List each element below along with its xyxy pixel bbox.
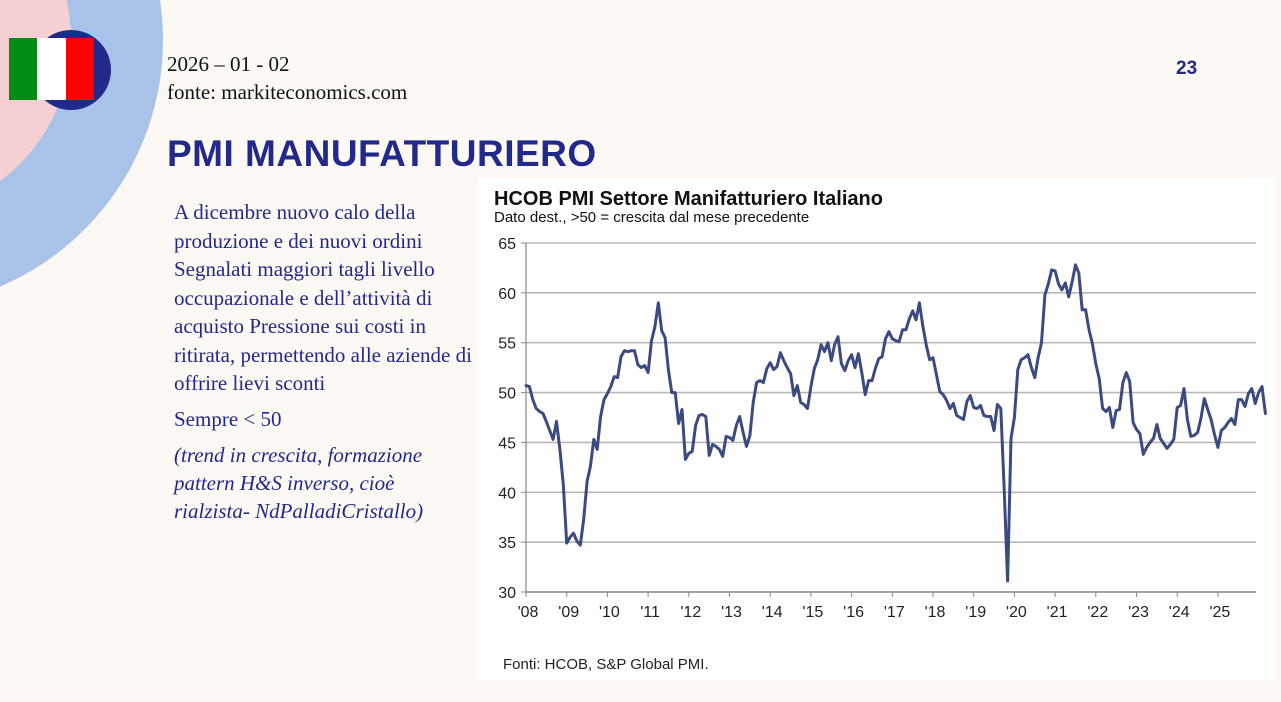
x-tick-label: '16 bbox=[843, 604, 864, 621]
x-tick-label: '15 bbox=[802, 604, 823, 621]
x-tick-label: '21 bbox=[1047, 604, 1068, 621]
slide-meta: 2026 – 01 - 02 fonte: markiteconomics.co… bbox=[167, 50, 407, 106]
flag-stripe-red bbox=[65, 38, 94, 100]
pmi-chart: HCOB PMI Settore Manifatturiero Italiano… bbox=[478, 178, 1276, 680]
x-tick-label: '20 bbox=[1006, 604, 1027, 621]
italy-flag-icon bbox=[9, 38, 94, 100]
commentary: A dicembre nuovo calo della produzione e… bbox=[174, 198, 474, 525]
page-number: 23 bbox=[1176, 58, 1198, 79]
y-tick-label: 35 bbox=[498, 535, 516, 552]
x-tick-label: '10 bbox=[599, 604, 620, 621]
chart-source: Fonti: HCOB, S&P Global PMI. bbox=[503, 656, 709, 673]
slide-source: fonte: markiteconomics.com bbox=[167, 80, 408, 104]
x-tick-label: '08 bbox=[518, 604, 539, 621]
commentary-paragraph-main: A dicembre nuovo calo della produzione e… bbox=[174, 200, 472, 395]
commentary-paragraph-status: Sempre < 50 bbox=[174, 406, 282, 431]
flag-stripe-white bbox=[37, 38, 66, 100]
x-tick-label: '23 bbox=[1128, 604, 1149, 621]
y-tick-label: 40 bbox=[498, 485, 516, 502]
x-tick-label: '14 bbox=[762, 604, 783, 621]
y-tick-label: 55 bbox=[498, 336, 516, 353]
x-tick-label: '12 bbox=[680, 604, 701, 621]
x-tick-label: '13 bbox=[721, 604, 742, 621]
commentary-paragraph-note: (trend in crescita, formazione pattern H… bbox=[174, 443, 424, 523]
flag-stripe-green bbox=[9, 38, 38, 100]
chart-plot: 30 35 40 45 50 55 60 65 '08 '09 '10 '11 '12 '13 '14 '15… bbox=[498, 236, 1267, 621]
x-tick-label: '09 bbox=[558, 604, 579, 621]
x-tick-label: '18 bbox=[925, 604, 946, 621]
slide-date: 2026 – 01 - 02 bbox=[167, 52, 290, 76]
chart-title: HCOB PMI Settore Manifatturiero Italiano bbox=[494, 188, 883, 210]
x-tick-label: '19 bbox=[965, 604, 986, 621]
italy-flag-badge bbox=[9, 30, 111, 110]
y-tick-label: 30 bbox=[498, 585, 516, 602]
y-tick-label: 60 bbox=[498, 286, 516, 303]
chart-subtitle: Dato dest., >50 = crescita dal mese prec… bbox=[494, 209, 810, 226]
y-tick-label: 50 bbox=[498, 386, 516, 403]
x-tick-label: '24 bbox=[1169, 604, 1190, 621]
x-tick-label: '22 bbox=[1087, 604, 1108, 621]
y-tick-label: 45 bbox=[498, 435, 516, 452]
pmi-line-series bbox=[524, 263, 1267, 583]
y-tick-label: 65 bbox=[498, 236, 516, 253]
x-tick-label: '17 bbox=[884, 604, 905, 621]
x-tick-label: '25 bbox=[1209, 604, 1230, 621]
page-title: PMI MANUFATTURIERO bbox=[167, 133, 597, 174]
x-tick-label: '11 bbox=[640, 604, 660, 621]
